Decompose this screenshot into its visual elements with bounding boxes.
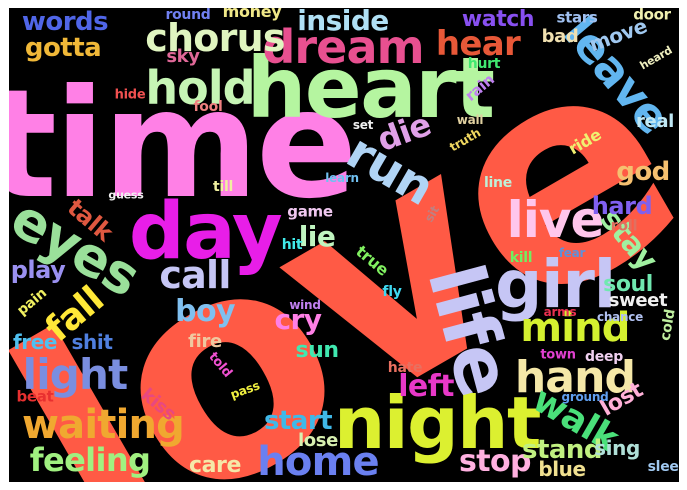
word-care: care xyxy=(189,453,241,478)
word-sleep: sleep xyxy=(647,459,679,475)
word-gotta: gotta xyxy=(24,33,102,63)
word-stand: stand xyxy=(522,435,603,465)
word-door: door xyxy=(633,8,671,24)
word-fire: fire xyxy=(188,331,222,352)
word-kill: kill xyxy=(509,250,533,266)
word-real: real xyxy=(636,111,674,132)
word-lose: lose xyxy=(297,430,339,451)
word-time: time xyxy=(9,58,358,232)
word-call: call xyxy=(159,253,231,297)
word-play: play xyxy=(10,256,66,284)
word-hit: hit xyxy=(281,237,303,253)
word-ground: ground xyxy=(561,390,609,404)
word-watch: watch xyxy=(461,8,535,32)
word-deep: deep xyxy=(585,349,623,365)
word-hide: hide xyxy=(114,87,146,103)
word-fly: fly xyxy=(382,284,402,300)
word-light: light xyxy=(22,350,128,399)
word-inside: inside xyxy=(297,8,389,37)
word-dream: dream xyxy=(262,20,424,74)
word-fool: fool xyxy=(193,99,223,115)
word-chorus: chorus xyxy=(145,16,285,60)
word-night: night xyxy=(334,381,541,465)
word-blue: blue xyxy=(538,457,586,481)
word-game: game xyxy=(287,202,333,221)
word-soul: soul xyxy=(603,272,653,297)
word-sweet: sweet xyxy=(608,290,668,311)
word-start: start xyxy=(263,406,333,436)
word-boy: boy xyxy=(175,294,235,329)
word-hold: hold xyxy=(145,61,255,115)
word-lie: lie xyxy=(298,220,336,253)
word-hear: hear xyxy=(435,24,521,64)
word-waiting: waiting xyxy=(22,402,185,448)
word-learn: learn xyxy=(325,171,359,185)
word-sun: sun xyxy=(295,338,339,363)
word-feeling: feeling xyxy=(29,441,151,479)
word-town: town xyxy=(540,347,576,363)
word-bad: bad xyxy=(541,26,579,47)
word-left: left xyxy=(398,369,454,404)
word-fear: fear xyxy=(558,246,586,260)
word-words: words xyxy=(21,8,109,37)
word-roll: roll xyxy=(610,216,638,235)
word-hate: hate xyxy=(387,360,423,376)
word-girl: girl xyxy=(495,246,616,323)
word-hurt: hurt xyxy=(467,56,501,72)
word-heard: heard xyxy=(637,43,675,73)
word-beat: beat xyxy=(16,387,54,406)
word-cloud-canvas: love time heart night day life girl dream eyes li… xyxy=(9,8,679,482)
word-home: home xyxy=(257,439,379,482)
word-shit: shit xyxy=(71,330,113,354)
word-sky: sky xyxy=(166,46,200,67)
word-god: god xyxy=(616,157,670,187)
word-mind: mind xyxy=(520,305,630,351)
word-line: line xyxy=(484,175,512,191)
word-stop: stop xyxy=(459,444,531,479)
word-heart: heart xyxy=(246,39,495,137)
word-arms: arms xyxy=(543,305,577,319)
word-round: round xyxy=(165,8,211,23)
word-sing: sing xyxy=(594,436,640,460)
word-stars: stars xyxy=(556,8,598,27)
word-guess: guess xyxy=(108,188,144,202)
word-day: day xyxy=(128,187,283,277)
word-free: free xyxy=(12,330,58,354)
word-wind: wind xyxy=(289,298,321,312)
word-hand: hand xyxy=(514,352,636,403)
word-chance: chance xyxy=(596,310,644,324)
word-money: money xyxy=(222,8,282,21)
word-wall: wall xyxy=(456,113,484,127)
word-live: live xyxy=(506,191,605,249)
word-set: set xyxy=(352,118,374,132)
word-cold: cold xyxy=(657,308,679,342)
word-cry: cry xyxy=(274,303,323,336)
word-hard: hard xyxy=(591,192,653,220)
word-till: till xyxy=(213,179,233,195)
